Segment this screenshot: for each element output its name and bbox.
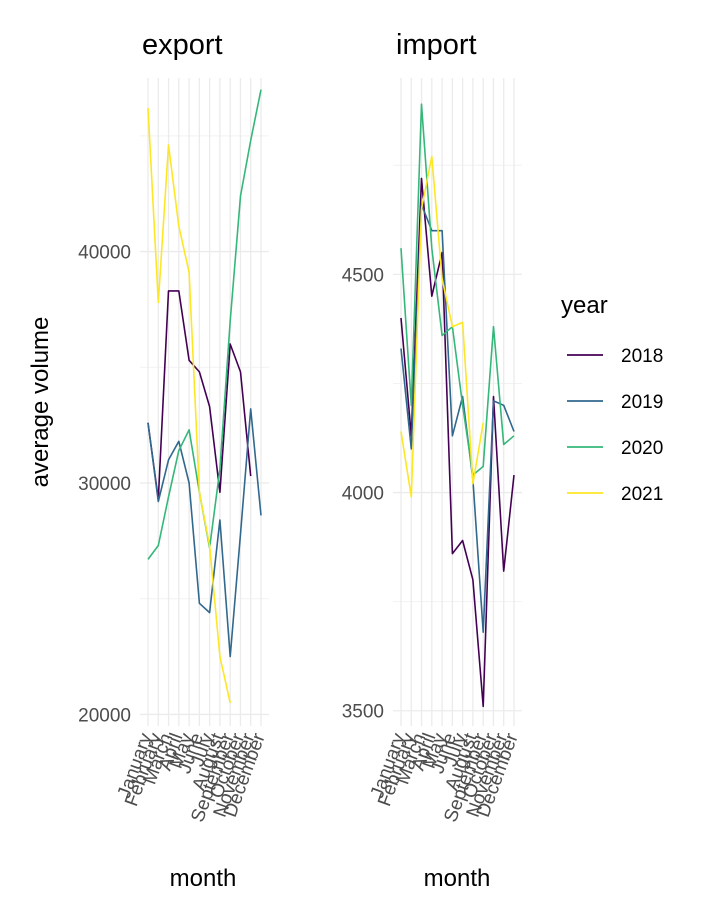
series-line-export-2021 <box>147 108 231 704</box>
legend-title: year <box>561 292 608 319</box>
series-line-export-2018 <box>147 290 252 501</box>
series-line-export-2019 <box>147 408 262 658</box>
legend-label: 2018 <box>621 346 663 367</box>
y-tick-label: 20000 <box>78 705 131 726</box>
y-tick-label: 3500 <box>342 702 384 723</box>
series-line-import-2020 <box>400 103 515 476</box>
y-axis-title: average volume <box>27 317 54 488</box>
legend-label: 2019 <box>621 392 663 413</box>
panel-title: import <box>396 29 477 61</box>
y-tick-label: 4500 <box>342 265 384 286</box>
panel-title: export <box>142 29 223 61</box>
x-axis-title: month <box>170 865 237 892</box>
series-line-import-2021 <box>400 155 484 498</box>
x-axis-title: month <box>424 865 491 892</box>
series-line-import-2018 <box>400 177 515 708</box>
legend-label: 2021 <box>621 484 663 505</box>
y-tick-label: 40000 <box>78 243 131 264</box>
y-tick-label: 30000 <box>78 474 131 495</box>
legend-label: 2020 <box>621 438 663 459</box>
y-tick-label: 4000 <box>342 484 384 505</box>
